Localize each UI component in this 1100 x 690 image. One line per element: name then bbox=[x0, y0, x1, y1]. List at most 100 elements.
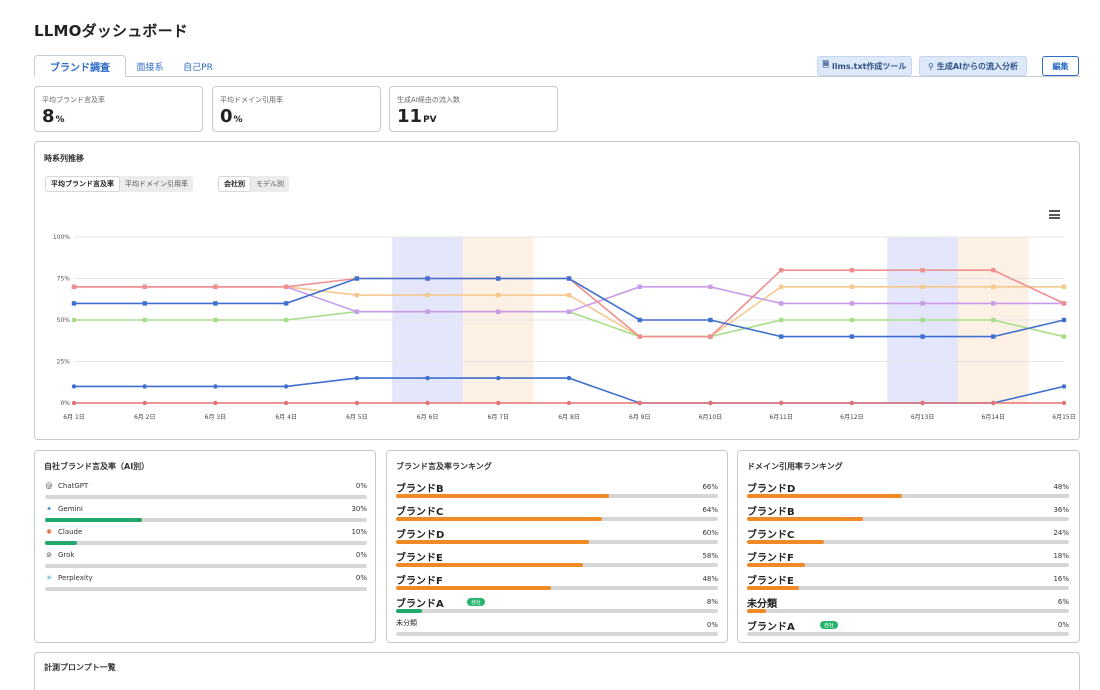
data-point[interactable] bbox=[354, 309, 360, 314]
data-point[interactable] bbox=[283, 384, 289, 389]
ranking-brand-name: 未分類 bbox=[396, 619, 417, 627]
data-point[interactable] bbox=[71, 400, 77, 406]
ai-mention-title: 自社ブランド言及率（AI別） bbox=[44, 462, 150, 471]
data-point[interactable] bbox=[283, 284, 289, 289]
tab-self-pr[interactable]: 自己PR bbox=[183, 62, 213, 73]
document-icon: 🗎 bbox=[822, 60, 829, 69]
data-point[interactable] bbox=[142, 284, 147, 289]
data-point[interactable] bbox=[142, 384, 147, 389]
data-point[interactable] bbox=[637, 317, 642, 323]
data-point[interactable] bbox=[566, 400, 572, 406]
data-point[interactable] bbox=[496, 292, 501, 298]
data-point[interactable] bbox=[213, 301, 218, 306]
data-point[interactable] bbox=[566, 276, 572, 281]
data-point[interactable] bbox=[991, 284, 996, 289]
data-point[interactable] bbox=[496, 276, 501, 281]
data-point[interactable] bbox=[566, 292, 572, 298]
data-point[interactable] bbox=[71, 284, 77, 289]
data-point[interactable] bbox=[637, 400, 642, 406]
toggle-by-model[interactable]: モデル別 bbox=[256, 180, 284, 188]
data-point[interactable] bbox=[991, 334, 996, 339]
data-point[interactable] bbox=[708, 334, 713, 339]
data-point[interactable] bbox=[849, 317, 855, 323]
data-point[interactable] bbox=[849, 334, 855, 339]
data-point[interactable] bbox=[283, 400, 289, 406]
data-point[interactable] bbox=[920, 284, 925, 289]
edit-button[interactable]: 編集 bbox=[1042, 56, 1079, 76]
toggle-domain-citation[interactable]: 平均ドメイン引用率 bbox=[125, 180, 188, 188]
data-point[interactable] bbox=[849, 284, 855, 289]
data-point[interactable] bbox=[778, 317, 784, 323]
data-point[interactable] bbox=[425, 400, 430, 406]
x-tick-label: 6月 3日 bbox=[205, 414, 227, 421]
data-point[interactable] bbox=[354, 292, 360, 298]
data-point[interactable] bbox=[496, 309, 501, 314]
domain-ranking-title: ドメイン引用率ランキング bbox=[747, 462, 843, 471]
data-point[interactable] bbox=[283, 317, 289, 323]
data-point[interactable] bbox=[566, 309, 572, 314]
data-point[interactable] bbox=[425, 276, 430, 281]
data-point[interactable] bbox=[991, 301, 996, 306]
data-point[interactable] bbox=[213, 284, 218, 289]
data-point[interactable] bbox=[213, 317, 218, 323]
data-point[interactable] bbox=[142, 301, 147, 306]
data-point[interactable] bbox=[283, 301, 289, 306]
data-point[interactable] bbox=[1061, 384, 1067, 389]
ai-inflow-analysis-button[interactable]: ⚲ 生成AIからの流入分析 bbox=[919, 56, 1027, 76]
llms-txt-tool-button[interactable]: 🗎 llms.txt作成ツール bbox=[817, 56, 912, 76]
data-point[interactable] bbox=[920, 400, 925, 406]
data-point[interactable] bbox=[71, 384, 77, 389]
data-point[interactable] bbox=[354, 375, 360, 381]
data-point[interactable] bbox=[778, 400, 784, 406]
toggle-brand-mention[interactable]: 平均ブランド言及率 bbox=[45, 176, 120, 192]
data-point[interactable] bbox=[1061, 284, 1067, 289]
data-point[interactable] bbox=[778, 284, 784, 289]
data-point[interactable] bbox=[991, 268, 996, 273]
data-point[interactable] bbox=[71, 301, 77, 306]
tab-interview[interactable]: 面接系 bbox=[136, 62, 164, 73]
data-point[interactable] bbox=[920, 334, 925, 339]
gemini-icon: ✦ bbox=[46, 505, 52, 513]
chart-menu-icon[interactable] bbox=[1049, 210, 1060, 219]
data-point[interactable] bbox=[213, 384, 218, 389]
data-point[interactable] bbox=[213, 400, 218, 406]
data-point[interactable] bbox=[637, 334, 642, 339]
data-point[interactable] bbox=[425, 309, 430, 314]
data-point[interactable] bbox=[496, 375, 501, 381]
data-point[interactable] bbox=[920, 301, 925, 306]
data-point[interactable] bbox=[991, 317, 996, 323]
data-point[interactable] bbox=[849, 301, 855, 306]
x-tick-label: 6月11日 bbox=[769, 414, 792, 421]
data-point[interactable] bbox=[708, 284, 713, 289]
data-point[interactable] bbox=[566, 375, 572, 381]
data-point[interactable] bbox=[1061, 317, 1067, 323]
data-point[interactable] bbox=[71, 317, 77, 323]
chatgpt-icon: @ bbox=[45, 482, 53, 490]
data-point[interactable] bbox=[1061, 301, 1067, 306]
tab-brand-survey[interactable]: ブランド調査 bbox=[34, 55, 126, 77]
data-point[interactable] bbox=[849, 400, 855, 406]
kpi-label: 生成AI経由の流入数 bbox=[397, 96, 460, 104]
data-point[interactable] bbox=[425, 292, 430, 298]
data-point[interactable] bbox=[425, 375, 430, 381]
data-point[interactable] bbox=[142, 317, 147, 323]
data-point[interactable] bbox=[920, 317, 925, 323]
toggle-by-company[interactable]: 会社別 bbox=[218, 176, 251, 192]
data-point[interactable] bbox=[778, 334, 784, 339]
data-point[interactable] bbox=[1061, 334, 1067, 339]
data-point[interactable] bbox=[991, 400, 996, 406]
data-point[interactable] bbox=[849, 268, 855, 273]
data-point[interactable] bbox=[708, 400, 713, 406]
data-point[interactable] bbox=[354, 276, 360, 281]
data-point[interactable] bbox=[920, 268, 925, 273]
ai-inflow-label: 生成AIからの流入分析 bbox=[936, 61, 1019, 71]
data-point[interactable] bbox=[778, 268, 784, 273]
data-point[interactable] bbox=[496, 400, 501, 406]
data-point[interactable] bbox=[354, 400, 360, 406]
data-point[interactable] bbox=[708, 317, 713, 323]
data-point[interactable] bbox=[1061, 400, 1067, 406]
ranking-brand-name: ブランドF bbox=[396, 576, 443, 587]
data-point[interactable] bbox=[142, 400, 147, 406]
data-point[interactable] bbox=[778, 301, 784, 306]
data-point[interactable] bbox=[637, 284, 642, 289]
